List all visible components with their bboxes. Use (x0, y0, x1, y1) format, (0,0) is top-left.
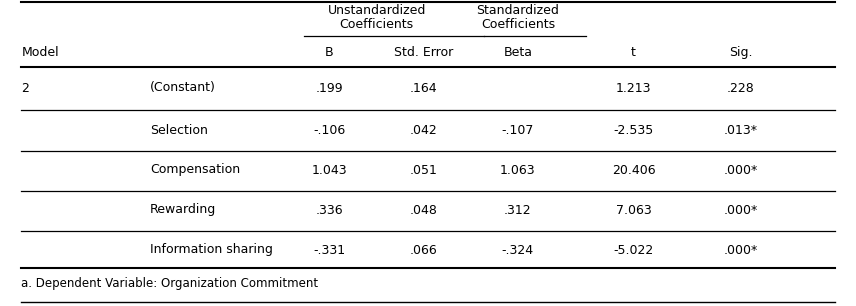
Text: 1.213: 1.213 (615, 81, 651, 95)
Text: .000*: .000* (723, 244, 758, 256)
Text: Beta: Beta (503, 46, 532, 58)
Text: 20.406: 20.406 (612, 163, 655, 177)
Text: Information sharing: Information sharing (150, 244, 273, 256)
Text: .042: .042 (410, 124, 437, 136)
Text: 2: 2 (21, 81, 29, 95)
Text: .164: .164 (410, 81, 437, 95)
Text: Rewarding: Rewarding (150, 203, 216, 217)
Text: Coefficients: Coefficients (340, 17, 413, 31)
Text: 1.063: 1.063 (500, 163, 536, 177)
Text: t: t (631, 46, 636, 58)
Text: -2.535: -2.535 (613, 124, 654, 136)
Text: .000*: .000* (723, 163, 758, 177)
Text: (Constant): (Constant) (150, 81, 216, 95)
Text: .312: .312 (504, 203, 532, 217)
Text: Standardized: Standardized (477, 5, 559, 17)
Text: .199: .199 (316, 81, 343, 95)
Text: a. Dependent Variable: Organization Commitment: a. Dependent Variable: Organization Comm… (21, 277, 318, 289)
Text: Compensation: Compensation (150, 163, 240, 177)
Text: .048: .048 (410, 203, 437, 217)
Text: .336: .336 (316, 203, 343, 217)
Text: .051: .051 (410, 163, 437, 177)
Text: .013*: .013* (723, 124, 758, 136)
Text: Model: Model (21, 46, 59, 58)
Text: Coefficients: Coefficients (481, 17, 555, 31)
Text: -.106: -.106 (313, 124, 346, 136)
Text: -.324: -.324 (502, 244, 534, 256)
Text: .000*: .000* (723, 203, 758, 217)
Text: -.107: -.107 (502, 124, 534, 136)
Text: -.331: -.331 (313, 244, 346, 256)
Text: 7.063: 7.063 (615, 203, 651, 217)
Text: B: B (325, 46, 334, 58)
Text: Sig.: Sig. (728, 46, 752, 58)
Text: -5.022: -5.022 (613, 244, 654, 256)
Text: Selection: Selection (150, 124, 208, 136)
Text: .066: .066 (410, 244, 437, 256)
Text: Unstandardized: Unstandardized (328, 5, 425, 17)
Text: .228: .228 (727, 81, 754, 95)
Text: 1.043: 1.043 (312, 163, 348, 177)
Text: Std. Error: Std. Error (394, 46, 454, 58)
